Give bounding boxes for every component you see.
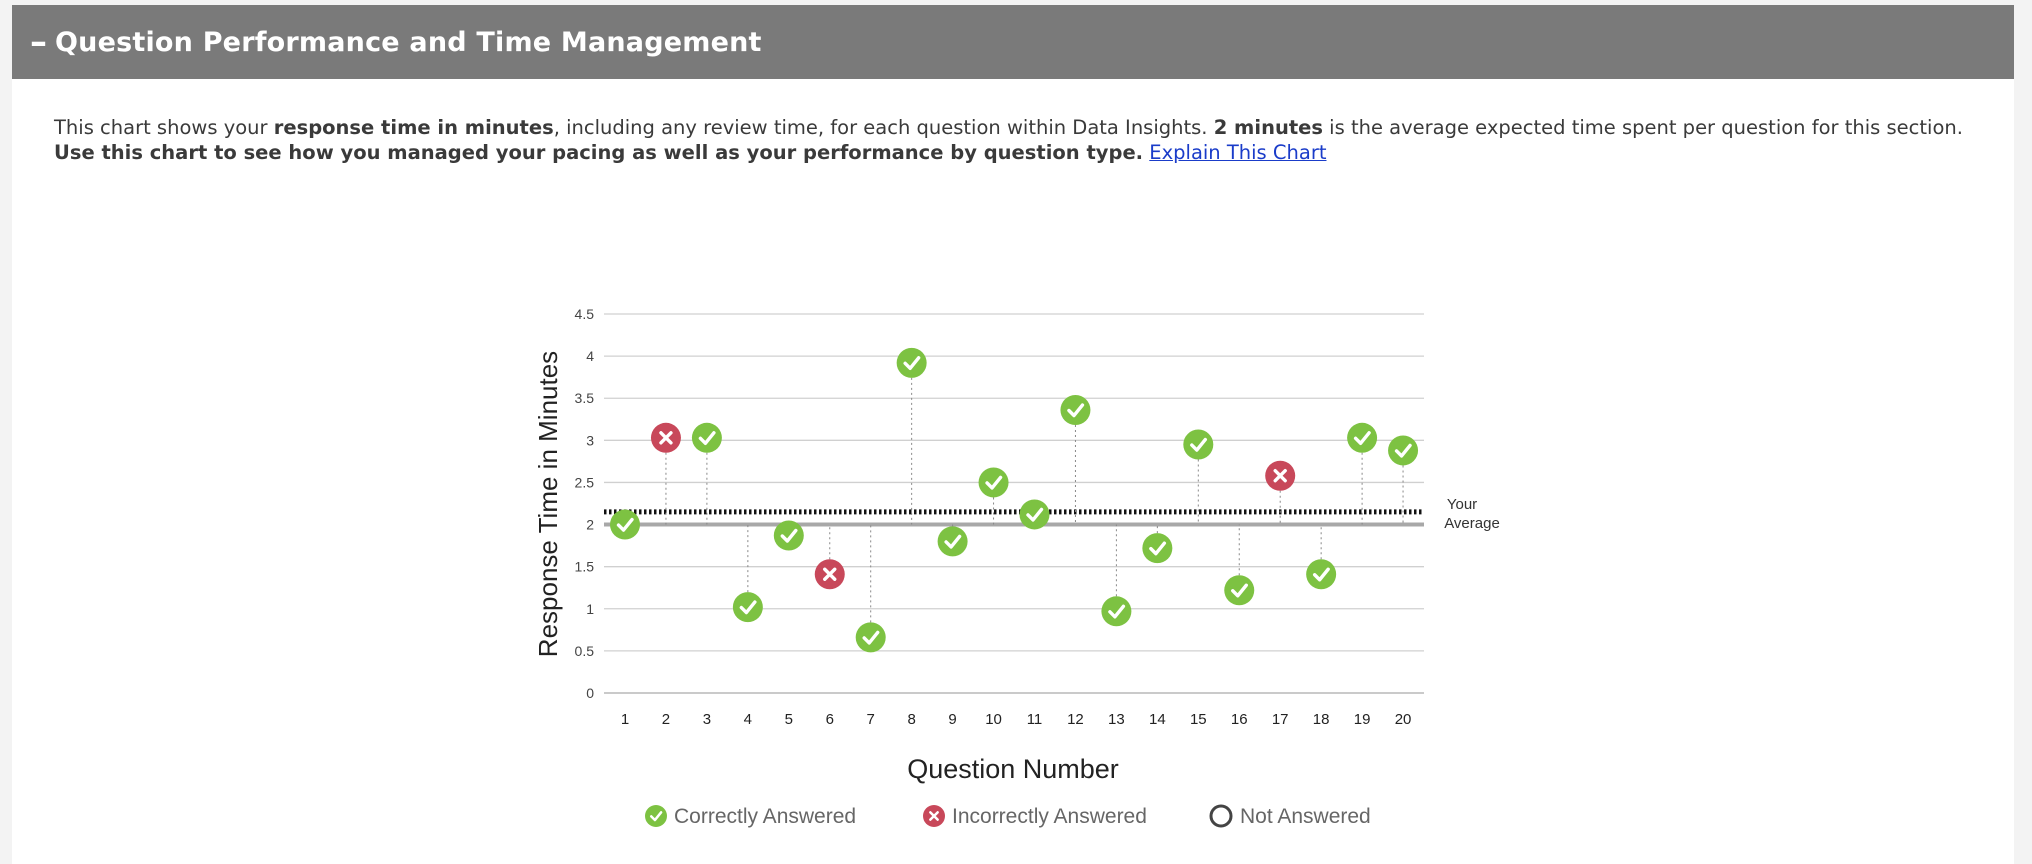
- x-tick-label: 1: [621, 711, 629, 728]
- y-axis-title: Response Time in Minutes: [533, 351, 563, 657]
- data-point-incorrect-cross: [659, 431, 673, 445]
- x-tick-label: 2: [662, 711, 670, 728]
- y-tick-label: 1: [586, 601, 594, 617]
- legend-incorrect-icon-cross: [929, 811, 939, 821]
- x-tick-label: 12: [1067, 711, 1084, 728]
- data-point-correct: [855, 622, 886, 653]
- y-tick-label: 2: [586, 517, 594, 533]
- x-tick-label: 17: [1272, 711, 1289, 728]
- data-point-correct: [1388, 435, 1419, 466]
- data-point-correct-check: [1026, 507, 1044, 522]
- data-point-correct-check: [862, 630, 880, 645]
- data-point-correct: [1306, 559, 1337, 590]
- average-label-line2: Average: [1444, 515, 1500, 532]
- y-tick-label: 1.5: [575, 559, 595, 575]
- legend-correct-label: Correctly Answered: [674, 805, 856, 828]
- data-point-correct: [773, 520, 804, 551]
- data-point-correct-check: [1231, 583, 1248, 598]
- legend-incorrect-label: Incorrectly Answered: [952, 805, 1147, 828]
- data-point-correct: [1101, 596, 1132, 627]
- data-point-correct: [1142, 533, 1173, 564]
- description-bold-1: response time in minutes: [273, 116, 554, 139]
- data-point-correct-check: [1190, 437, 1208, 452]
- data-point-correct-check: [1149, 541, 1167, 556]
- data-point-correct-check: [1394, 443, 1412, 458]
- data-point-correct-check: [903, 356, 921, 371]
- data-point-incorrect-cross: [1273, 469, 1287, 483]
- collapse-icon[interactable]: –: [30, 22, 47, 62]
- x-tick-label: 20: [1395, 711, 1412, 728]
- description-bold-3: Use this chart to see how you managed yo…: [54, 141, 1144, 164]
- data-point-correct-check: [1353, 431, 1371, 446]
- x-tick-label: 13: [1108, 711, 1125, 728]
- data-point-correct-check: [1067, 403, 1085, 418]
- data-point-correct-check: [698, 431, 716, 446]
- data-point-correct-check: [1108, 604, 1126, 619]
- data-point-correct: [1060, 395, 1091, 426]
- data-point-correct: [1183, 429, 1214, 460]
- legend-correct-icon: [645, 805, 667, 827]
- panel-header[interactable]: – Question Performance and Time Manageme…: [12, 5, 2014, 79]
- y-tick-label: 0: [586, 685, 594, 701]
- y-tick-label: 3: [586, 432, 594, 448]
- description-text-3: is the average expected time spent per q…: [1322, 116, 1963, 139]
- legend-correct-icon-check: [649, 811, 663, 822]
- x-axis-title: Question Number: [907, 754, 1119, 784]
- legend-not-answered-icon: [1209, 804, 1233, 828]
- data-point-correct: [691, 422, 722, 453]
- legend-not-answered-label: Not Answered: [1240, 805, 1371, 828]
- y-tick-label: 4: [586, 348, 594, 364]
- x-tick-label: 4: [744, 711, 752, 728]
- y-tick-label: 0.5: [575, 643, 595, 659]
- x-tick-label: 11: [1027, 711, 1043, 728]
- data-point-correct-check: [1312, 567, 1330, 582]
- data-point-correct: [937, 526, 968, 557]
- x-tick-label: 5: [785, 711, 793, 728]
- x-tick-label: 8: [907, 711, 915, 728]
- data-point-correct: [610, 509, 640, 540]
- data-point-correct: [978, 467, 1009, 498]
- data-point-correct-check: [739, 600, 757, 615]
- explain-chart-link[interactable]: Explain This Chart: [1149, 141, 1327, 164]
- data-point-correct-check: [944, 534, 962, 549]
- x-tick-label: 16: [1231, 711, 1248, 728]
- data-point-correct-check: [780, 528, 798, 543]
- y-tick-label: 2.5: [575, 474, 595, 490]
- average-label-line1: Your: [1447, 496, 1477, 513]
- x-tick-label: 14: [1149, 711, 1166, 728]
- description-text-2: , including any review time, for each qu…: [553, 116, 1214, 139]
- y-tick-label: 4.5: [575, 306, 595, 322]
- x-tick-label: 15: [1190, 711, 1207, 728]
- data-point-correct: [1019, 499, 1050, 530]
- x-tick-label: 3: [703, 711, 711, 728]
- data-point-correct: [732, 592, 763, 623]
- description-bold-2: 2 minutes: [1213, 116, 1323, 139]
- panel-title: Question Performance and Time Management: [55, 26, 762, 58]
- x-tick-label: 10: [985, 711, 1002, 728]
- chart-description: This chart shows your response time in m…: [54, 115, 1994, 165]
- x-tick-label: 19: [1354, 711, 1371, 728]
- performance-panel: – Question Performance and Time Manageme…: [12, 5, 2014, 864]
- y-tick-label: 3.5: [575, 390, 595, 406]
- data-point-correct: [896, 347, 927, 378]
- data-point-incorrect-cross: [823, 567, 837, 581]
- x-tick-label: 9: [948, 711, 956, 728]
- description-text-1: This chart shows your: [54, 116, 274, 139]
- x-tick-label: 7: [867, 711, 875, 728]
- x-tick-label: 6: [826, 711, 834, 728]
- x-tick-label: 18: [1313, 711, 1330, 728]
- data-point-correct: [1347, 422, 1378, 453]
- data-point-correct-check: [616, 517, 634, 532]
- data-point-correct-check: [985, 475, 1003, 490]
- data-point-correct: [1224, 575, 1255, 606]
